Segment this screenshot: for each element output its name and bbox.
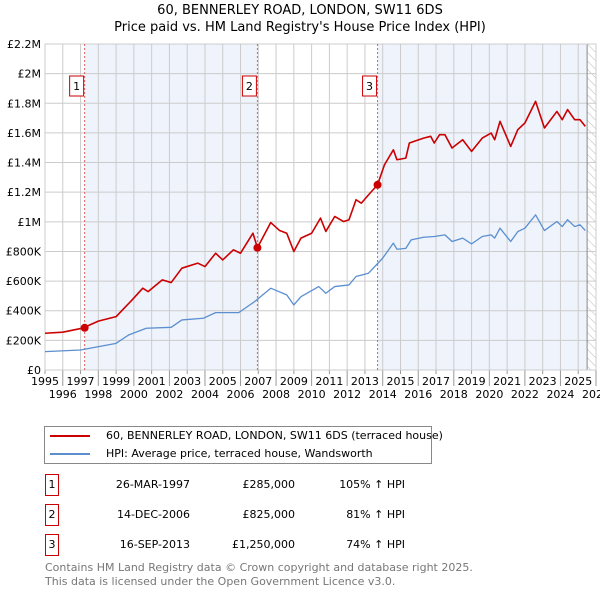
x-tick-label: 2013 [351, 375, 379, 388]
x-tick-label: 2001 [138, 375, 166, 388]
y-tick-label: £1.2M [7, 186, 41, 199]
y-tick-label: £1.4M [7, 157, 41, 170]
y-tick-label: £400K [6, 305, 42, 318]
sale-row: 3 16-SEP-2013 £1,250,000 74% ↑ HPI [45, 534, 465, 556]
y-tick-label: £0 [27, 364, 41, 377]
footer-licence: This data is licensed under the Open Gov… [45, 575, 396, 588]
x-tick-label: 2017 [422, 375, 450, 388]
legend-label: HPI: Average price, terraced house, Wand… [106, 447, 373, 460]
x-tick-label: 2012 [333, 388, 361, 401]
x-tick-label: 2005 [209, 375, 237, 388]
x-tick-label: 2018 [440, 388, 468, 401]
sale-date: 26-MAR-1997 [115, 478, 190, 491]
sale-label-box [362, 75, 378, 97]
sale-row: 1 26-MAR-1997 £285,000 105% ↑ HPI [45, 474, 465, 496]
x-tick-label: 2016 [404, 388, 432, 401]
sale-label-box [241, 75, 257, 97]
x-tick-label: 2011 [315, 375, 343, 388]
sale-label: 1 [73, 80, 80, 93]
chart-title: 60, BENNERLEY ROAD, LONDON, SW11 6DS [157, 3, 443, 18]
sale-label-box [69, 75, 85, 97]
sale-price: £825,000 [242, 508, 296, 521]
x-tick-label: 1995 [31, 375, 59, 388]
sale-point [253, 243, 262, 252]
shaded-band [377, 44, 588, 370]
y-tick-label: £200K [6, 334, 42, 347]
x-tick-label: 2003 [173, 375, 201, 388]
x-tick-label: 2019 [458, 375, 486, 388]
chart-subtitle: Price paid vs. HM Land Registry's House … [114, 20, 486, 35]
price-line [44, 100, 586, 335]
y-tick-label: £600K [6, 275, 42, 288]
y-tick-label: £1M [18, 216, 42, 229]
legend-item-property: 60, BENNERLEY ROAD, LONDON, SW11 6DS (te… [45, 428, 443, 444]
x-tick-label: 2024 [546, 388, 574, 401]
sale-date: 16-SEP-2013 [119, 538, 190, 551]
x-tick-label: 2006 [227, 388, 255, 401]
hpi-line [44, 214, 586, 353]
footer-copyright: Contains HM Land Registry data © Crown c… [45, 561, 473, 574]
legend-swatch-blue [50, 453, 90, 455]
x-tick-label: 2020 [475, 388, 503, 401]
y-tick-label: £2M [18, 68, 42, 81]
sale-point [373, 180, 382, 189]
plot-border [44, 43, 597, 371]
sale-number-box: 1 [45, 474, 59, 496]
x-tick-label: 2002 [155, 388, 183, 401]
x-tick-label: 2023 [529, 375, 557, 388]
sale-hpi-diff: 105% ↑ HPI [339, 478, 405, 491]
y-tick-label: £2.2M [7, 38, 41, 51]
sale-hpi-diff: 81% ↑ HPI [346, 508, 405, 521]
x-tick-label: 2021 [493, 375, 521, 388]
x-tick-label: 2015 [386, 375, 414, 388]
x-tick-label: 2000 [120, 388, 148, 401]
x-tick-label: 2007 [244, 375, 272, 388]
legend-swatch-red [50, 435, 90, 437]
sale-row: 2 14-DEC-2006 £825,000 81% ↑ HPI [45, 504, 465, 526]
x-tick-label: 2014 [369, 388, 397, 401]
sale-label: 2 [246, 80, 253, 93]
sale-price: £1,250,000 [232, 538, 295, 551]
legend-label: 60, BENNERLEY ROAD, LONDON, SW11 6DS (te… [106, 429, 443, 442]
sale-date: 14-DEC-2006 [116, 508, 190, 521]
sale-label: 3 [366, 80, 373, 93]
x-tick-label: 2004 [191, 388, 219, 401]
x-tick-label: 2025 [564, 375, 592, 388]
legend: 60, BENNERLEY ROAD, LONDON, SW11 6DS (te… [44, 426, 443, 464]
sale-hpi-diff: 74% ↑ HPI [346, 538, 405, 551]
x-tick-label: 2026 [582, 388, 600, 401]
x-tick-label: 2008 [262, 388, 290, 401]
plot-area: 1995199619971998199920002001200220032004… [6, 38, 600, 401]
y-tick-label: £1.8M [7, 97, 41, 110]
x-tick-label: 2022 [511, 388, 539, 401]
shaded-band [84, 44, 258, 370]
x-tick-label: 1999 [102, 375, 130, 388]
x-tick-label: 2010 [298, 388, 326, 401]
sale-number-box: 3 [45, 534, 59, 556]
y-tick-label: £800K [6, 245, 42, 258]
y-tick-label: £1.6M [7, 127, 41, 140]
x-tick-label: 2009 [280, 375, 308, 388]
x-tick-label: 1997 [67, 375, 95, 388]
sale-point [80, 323, 89, 332]
projection-hatch [587, 44, 596, 370]
x-tick-label: 1998 [84, 388, 112, 401]
legend-item-hpi: HPI: Average price, terraced house, Wand… [45, 446, 373, 462]
x-tick-label: 1996 [49, 388, 77, 401]
sale-price: £285,000 [242, 478, 296, 491]
sale-number-box: 2 [45, 504, 59, 526]
